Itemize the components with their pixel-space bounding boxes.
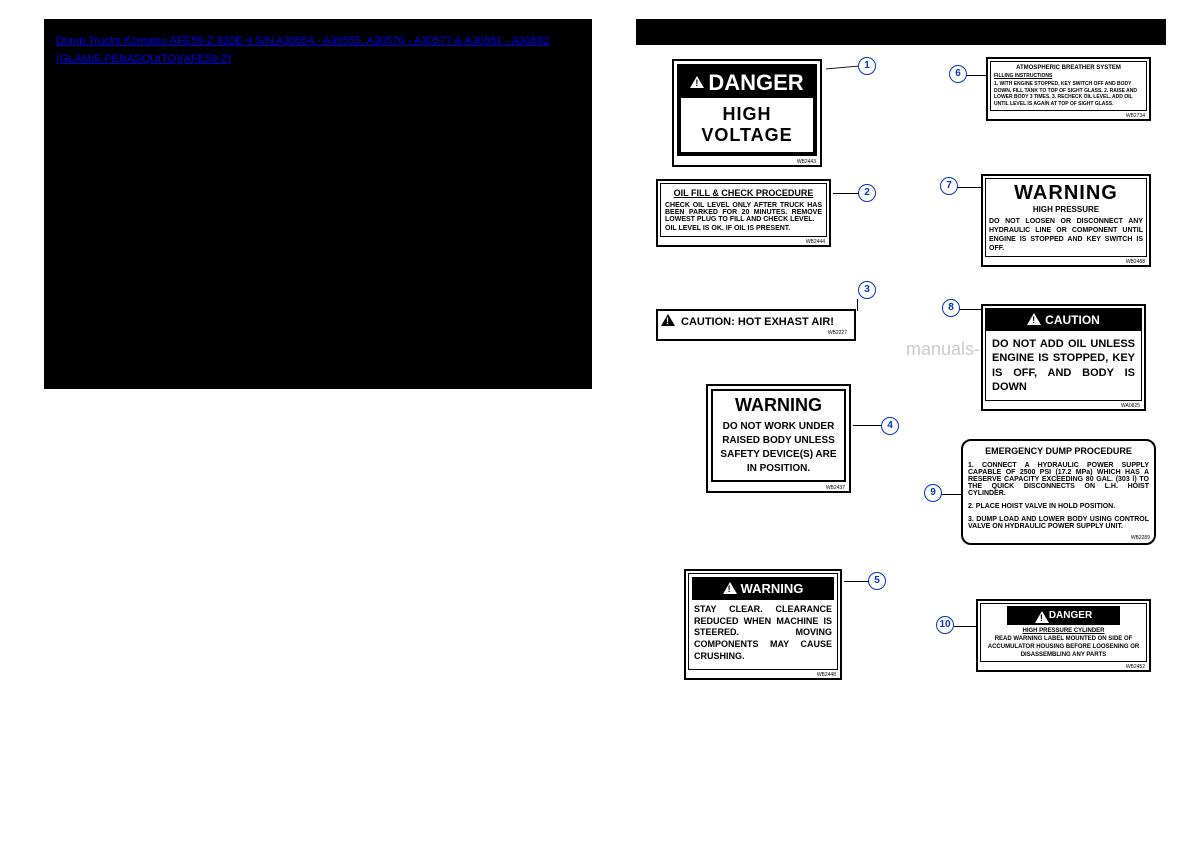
callout-line-10 <box>954 626 978 627</box>
emergency-s1: 1. CONNECT A HYDRAULIC POWER SUPPLY CAPA… <box>968 462 1149 497</box>
callout-2: 2 <box>858 184 876 202</box>
callout-line-3 <box>857 299 858 311</box>
warning-triangle-icon <box>723 582 737 596</box>
caution-body: DO NOT ADD OIL UNLESS ENGINE IS STOPPED,… <box>986 331 1141 400</box>
diagram-panel: manuals-komatsu.com DANGER HIGH VOLTAGE … <box>636 19 1166 809</box>
caution-header: CAUTION <box>1045 313 1100 327</box>
emergency-s2: 2. PLACE HOIST VALVE IN HOLD POSITION. <box>968 503 1149 510</box>
left-black-panel: Dump Trucks Komatsu AFE59-Z 930E-4 S/N A… <box>44 19 592 389</box>
label-ref: WB2227 <box>661 330 851 336</box>
warning-header: WARNING <box>741 581 804 596</box>
warning-sub: HIGH PRESSURE <box>989 205 1143 214</box>
oil-body1: CHECK OIL LEVEL ONLY AFTER TRUCK HAS BEE… <box>665 202 822 223</box>
emergency-s3: 3. DUMP LOAD AND LOWER BODY USING CONTRO… <box>968 516 1149 530</box>
warning-body: STAY CLEAR. CLEARANCE REDUCED WHEN MACHI… <box>692 600 834 666</box>
callout-9: 9 <box>924 484 942 502</box>
danger-sub: HIGH PRESSURE CYLINDER <box>983 628 1144 634</box>
label-danger-cyl: DANGER HIGH PRESSURE CYLINDER READ WARNI… <box>976 599 1151 672</box>
danger-text: DANGER <box>708 70 803 96</box>
callout-8: 8 <box>942 299 960 317</box>
label-hot-exhaust: CAUTION: HOT EXHAST AIR! WB2227 <box>656 309 856 341</box>
breather-title: ATMOSPHERIC BREATHER SYSTEM <box>994 65 1143 71</box>
breather-sub: FILLING INSTRUCTIONS <box>994 73 1143 79</box>
label-ref: WB2444 <box>658 239 829 245</box>
label-danger-high-voltage: DANGER HIGH VOLTAGE WB2443 <box>672 59 822 167</box>
link-line-2: (GLAMIS PENASQUITO)(AFE59-Z) <box>56 53 231 65</box>
label-ref: WB2289 <box>963 535 1154 543</box>
danger-header: DANGER <box>1049 610 1092 621</box>
label-ref: WB2437 <box>708 485 849 491</box>
warning-triangle-icon <box>661 314 677 330</box>
warning-triangle-icon <box>1027 313 1041 327</box>
warning-body: DO NOT WORK UNDER RAISED BODY UNLESS SAF… <box>717 420 840 476</box>
callout-3: 3 <box>858 281 876 299</box>
label-ref: WB2452 <box>978 664 1149 670</box>
warning-body: DO NOT LOOSEN OR DISCONNECT ANY HYDRAULI… <box>989 217 1143 253</box>
label-ref: WB2443 <box>674 159 820 165</box>
label-ref: WB2448 <box>686 672 840 678</box>
callout-line-2 <box>833 193 859 194</box>
product-link[interactable]: Dump Trucks Komatsu AFE59-Z 930E-4 S/N A… <box>56 35 550 65</box>
label-ref: WB2734 <box>988 113 1149 119</box>
exhaust-text: CAUTION: HOT EXHAST AIR! <box>681 316 834 328</box>
breather-body: 1. WITH ENGINE STOPPED, KEY SWITCH OFF A… <box>994 81 1143 107</box>
warning-triangle-icon <box>690 76 704 90</box>
label-ref: WA0825 <box>983 403 1144 409</box>
callout-4: 4 <box>881 417 899 435</box>
callout-5: 5 <box>868 572 886 590</box>
label-ref: WB2488 <box>983 259 1149 265</box>
high-voltage-text: HIGH VOLTAGE <box>681 98 813 152</box>
callout-line-8 <box>959 309 983 310</box>
callout-line-5 <box>844 581 869 582</box>
link-line-1: Dump Trucks Komatsu AFE59-Z 930E-4 S/N A… <box>56 35 550 47</box>
oil-body2: OIL LEVEL IS OK. IF OIL IS PRESENT. <box>665 225 822 232</box>
warning-triangle-icon <box>1035 611 1045 621</box>
label-oil-fill: OIL FILL & CHECK PROCEDURE CHECK OIL LEV… <box>656 179 831 247</box>
label-warning-hp: WARNING HIGH PRESSURE DO NOT LOOSEN OR D… <box>981 174 1151 267</box>
emergency-title: EMERGENCY DUMP PROCEDURE <box>968 446 1149 456</box>
callout-line-9 <box>941 494 963 495</box>
callout-10: 10 <box>936 616 954 634</box>
warning-header: WARNING <box>989 182 1143 205</box>
oil-title: OIL FILL & CHECK PROCEDURE <box>665 188 822 198</box>
danger-body: READ WARNING LABEL MOUNTED ON SIDE OF AC… <box>983 636 1144 659</box>
callout-line-1 <box>826 66 859 70</box>
callout-line-6 <box>966 75 988 76</box>
callout-1: 1 <box>858 57 876 75</box>
callout-line-4 <box>853 425 882 426</box>
callout-7: 7 <box>940 177 958 195</box>
label-warning-work: WARNING DO NOT WORK UNDER RAISED BODY UN… <box>706 384 851 493</box>
warning-header: WARNING <box>717 395 840 416</box>
label-warning-clear: WARNING STAY CLEAR. CLEARANCE REDUCED WH… <box>684 569 842 680</box>
label-breather: ATMOSPHERIC BREATHER SYSTEM FILLING INST… <box>986 57 1151 121</box>
callout-6: 6 <box>949 65 967 83</box>
label-caution-oil: CAUTION DO NOT ADD OIL UNLESS ENGINE IS … <box>981 304 1146 411</box>
callout-line-7 <box>957 187 982 188</box>
panel-header-bar <box>636 19 1166 45</box>
label-emergency: EMERGENCY DUMP PROCEDURE 1. CONNECT A HY… <box>961 439 1156 545</box>
